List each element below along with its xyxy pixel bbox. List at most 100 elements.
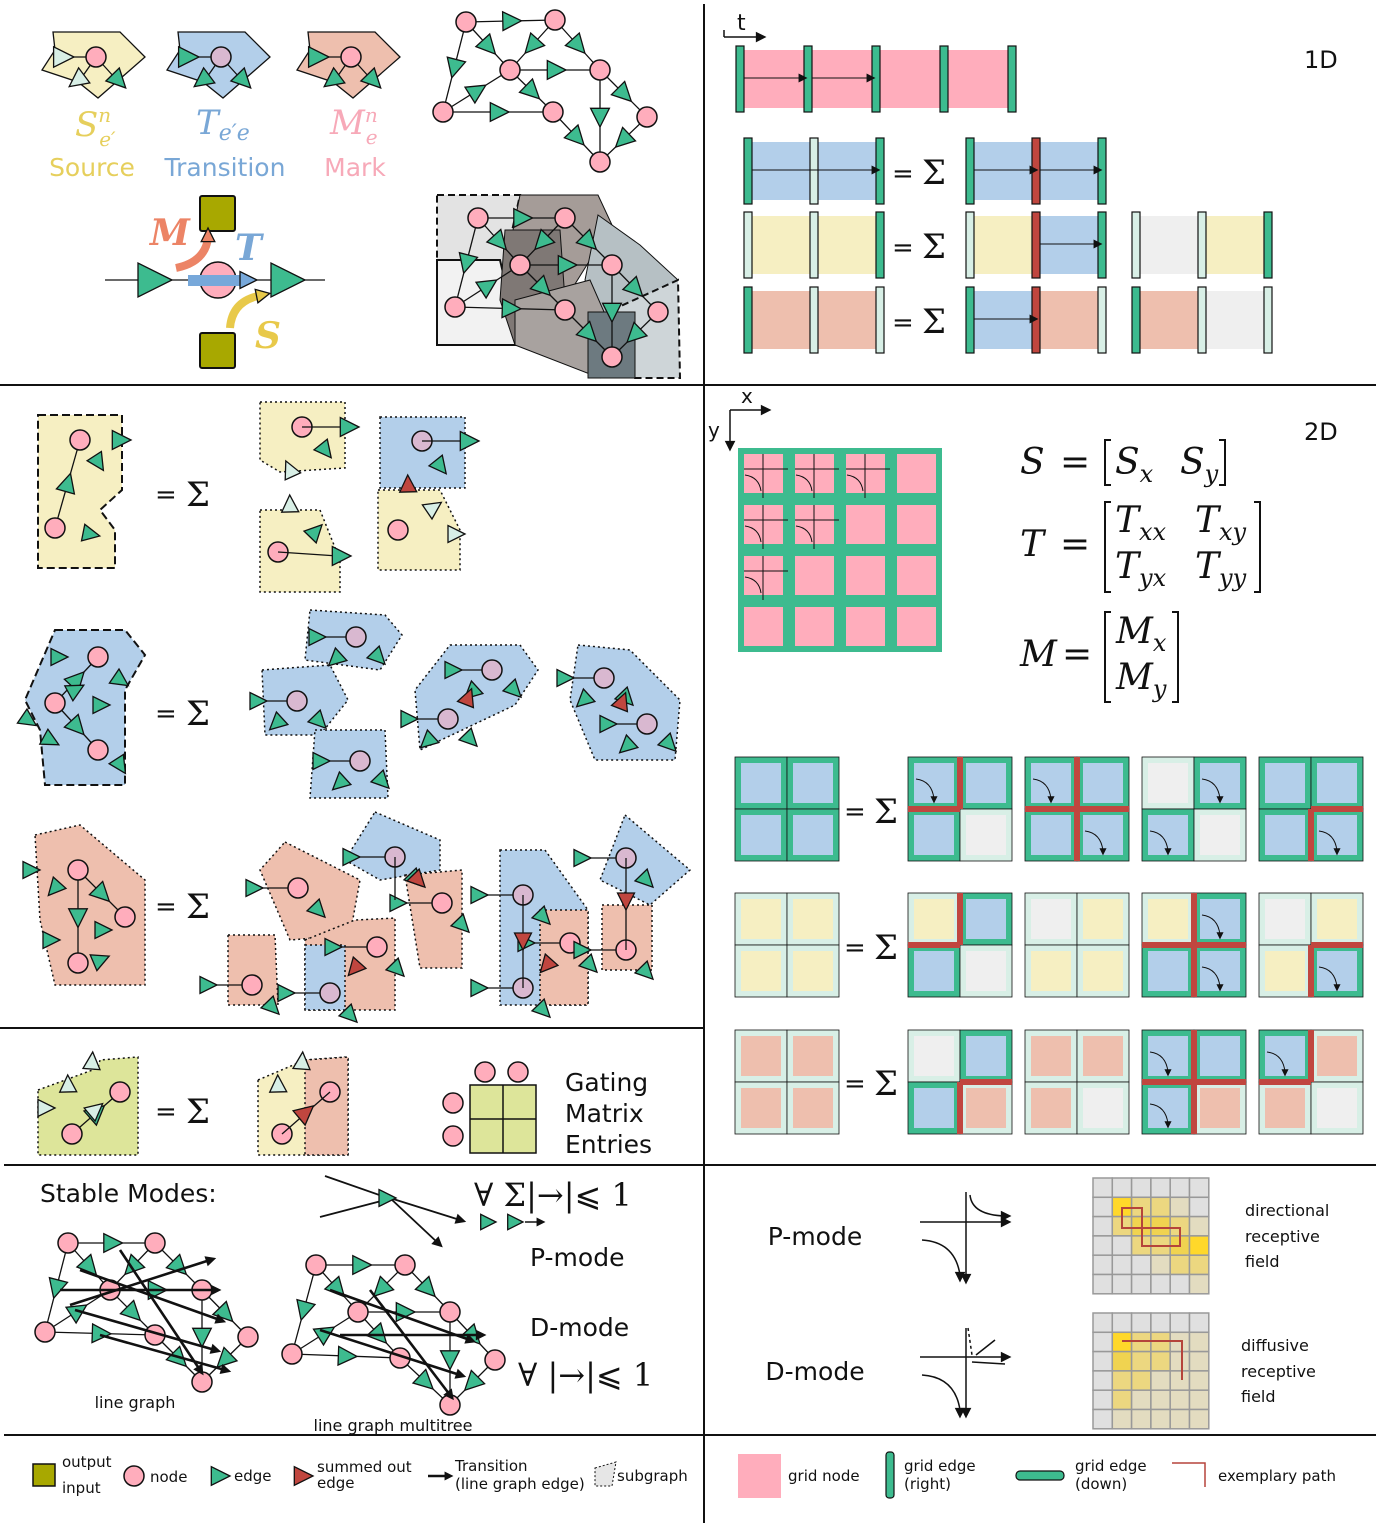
panel-dividers — [0, 4, 1376, 1523]
equation-S: S = Sx Sy — [1020, 442, 1219, 488]
two-d-eq-row-2: = Σ — [844, 928, 898, 968]
grid-node-cell — [1142, 893, 1194, 945]
legend-right: grid node grid edge (right) grid edge (d… — [788, 1457, 1336, 1493]
receptive-cell — [1188, 1389, 1210, 1411]
edge-icon — [352, 1254, 373, 1276]
edge-icon — [365, 644, 387, 666]
receptive-cell — [1169, 1370, 1191, 1391]
node-icon — [499, 59, 521, 81]
left-eq-row-3: = Σ — [155, 887, 210, 927]
grid-node-cell — [960, 809, 1012, 861]
edge-icon — [464, 1333, 477, 1344]
M-rhs-grid-1 — [907, 1029, 1013, 1135]
receptive-cell — [1092, 1273, 1114, 1295]
gating-row-lhs — [37, 1050, 139, 1156]
node-icon — [589, 151, 611, 173]
S-entry-y: Sy — [1180, 442, 1219, 488]
transition-arc — [795, 525, 813, 543]
grid-edge-right-icon — [735, 45, 745, 113]
transition-arc — [1201, 914, 1221, 936]
edge-icon — [601, 302, 623, 324]
d-mode-formula: ∀ |→|⩽ 1 — [518, 1356, 653, 1394]
T-rhs-grid-4 — [1258, 756, 1364, 862]
arc — [921, 1239, 961, 1276]
edge-icon — [871, 165, 881, 175]
edge-icon — [259, 994, 281, 1016]
node-icon — [554, 207, 576, 229]
line — [389, 1197, 461, 1221]
grid-node-cell — [1077, 757, 1129, 809]
edge-icon — [81, 1050, 102, 1071]
edge-icon — [38, 727, 61, 746]
edge-icon — [470, 885, 490, 905]
stable-modes-diagram — [319, 1175, 546, 1248]
edge-icon — [359, 66, 382, 89]
edge-icon — [480, 1213, 498, 1231]
receptive-cell — [1150, 1254, 1171, 1276]
transition-arc — [744, 576, 762, 594]
directional-line-3: field — [1245, 1252, 1280, 1271]
edge-icon — [52, 45, 76, 69]
node-icon — [287, 877, 309, 899]
grid-node-cell — [814, 291, 880, 349]
receptive-cell — [1130, 1370, 1152, 1391]
edge-icon — [63, 684, 86, 703]
node-icon — [366, 936, 388, 958]
node-icon — [281, 1343, 303, 1365]
line-graph-caption: line graph — [95, 1393, 176, 1412]
node-icon — [437, 708, 459, 730]
edge-icon — [268, 710, 290, 731]
node-icon — [474, 1061, 496, 1083]
receptive-cell — [1188, 1177, 1210, 1199]
grid-node-cell — [1194, 1030, 1246, 1082]
partitioned-graph — [436, 194, 682, 379]
edge-icon — [501, 677, 523, 699]
edge-icon — [103, 1232, 124, 1254]
subgraph-region — [414, 644, 539, 752]
line — [971, 1361, 1006, 1365]
S-rhs-grid-4 — [1258, 892, 1364, 998]
edge-icon — [539, 952, 560, 974]
node-icon — [286, 690, 308, 712]
edge-icon — [209, 1343, 222, 1354]
transition-arc — [1201, 778, 1221, 800]
edge-icon — [513, 932, 533, 952]
xy-axes — [724, 404, 772, 452]
matrix-brackets — [1104, 439, 1261, 703]
node-icon — [444, 296, 466, 318]
edge-icon — [1333, 984, 1341, 992]
grid-node-cell — [1194, 809, 1246, 861]
grid-node-icon — [738, 1454, 781, 1498]
edge-icon — [307, 45, 331, 69]
node-icon — [305, 1254, 327, 1276]
edge-icon — [400, 709, 420, 729]
grid-node-cell — [814, 216, 880, 274]
edge-icon — [88, 880, 111, 903]
edge-icon — [454, 1368, 467, 1379]
grid-node-cell — [735, 893, 787, 945]
edge-icon — [563, 123, 585, 147]
sum-sign: Σ — [874, 928, 898, 968]
edge-icon — [1000, 1210, 1012, 1222]
receptive-cell — [1092, 1408, 1114, 1430]
edge-icon — [199, 975, 219, 995]
edge-icon — [444, 660, 464, 680]
edge-icon — [312, 438, 333, 459]
edge-icon — [470, 978, 490, 998]
grid-edge-right-icon — [1031, 211, 1041, 279]
receptive-cell — [1111, 1177, 1133, 1199]
gating-matrix — [442, 1061, 537, 1154]
edge-icon — [327, 646, 349, 667]
edge-icon — [577, 952, 599, 974]
subgraph-region — [23, 629, 147, 786]
edge-icon — [22, 860, 42, 880]
edge-icon — [200, 226, 216, 243]
receptive-cell — [1130, 1350, 1152, 1372]
edge-icon — [378, 1188, 398, 1208]
grid-node-cell — [1025, 809, 1077, 861]
cell-outline — [1076, 944, 1130, 998]
edge-icon — [557, 254, 579, 276]
receptive-cell — [1130, 1312, 1152, 1334]
grid-edge-right-icon — [743, 137, 753, 205]
receptive-cell — [1092, 1350, 1114, 1372]
